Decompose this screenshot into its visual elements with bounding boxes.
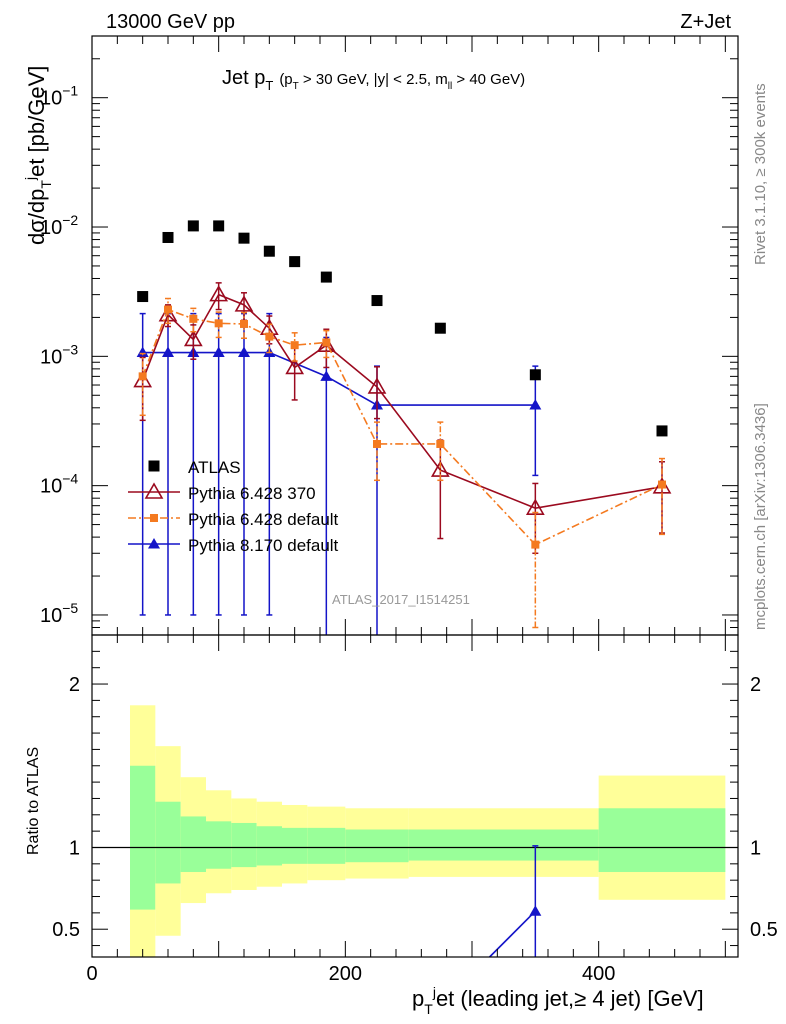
data-point [240, 319, 248, 328]
data-point [265, 332, 274, 341]
series-pythia-6-428-default [138, 297, 666, 629]
uncertainty-band-green [345, 829, 409, 863]
data-point [290, 341, 299, 350]
main-panel: 10−5 10−4 10−3 10−2 10−1 Jet pT (pT > 30 GeV,… [22, 35, 739, 636]
main-panel-series [133, 220, 672, 635]
uncertainty-band-green [231, 822, 257, 868]
main-y-axis-label: dσ/dpTjet [pb/GeV] [22, 66, 54, 245]
data-point [371, 295, 383, 307]
main-panel-ticks: 10−5 10−4 10−3 10−2 10−1 [40, 36, 738, 636]
data-point [436, 439, 445, 448]
y-tick-label: 10−5 [40, 600, 78, 627]
data-point [214, 319, 223, 328]
data-point [164, 305, 172, 314]
data-point [209, 285, 229, 302]
collision-energy-label: 13000 GeV pp [106, 11, 235, 33]
series-pythia-8-170-default [136, 312, 542, 635]
uncertainty-band-green [307, 827, 346, 864]
series-line [141, 293, 663, 509]
uncertainty-band-green [206, 821, 232, 869]
data-point [150, 514, 158, 522]
legend-label: Pythia 6.428 default [188, 510, 339, 529]
data-point [285, 357, 305, 375]
uncertainty-band-green [256, 826, 282, 866]
data-point [162, 346, 174, 358]
y-tick-label: 1 [750, 837, 761, 859]
series-line [142, 351, 536, 406]
uncertainty-band-green [130, 765, 156, 910]
y-tick-label: 10−3 [40, 341, 78, 368]
y-tick-label: 2 [750, 674, 761, 696]
legend-entry: Pythia 8.170 default [128, 536, 339, 555]
data-point [234, 295, 254, 312]
uncertainty-band-green [282, 827, 308, 864]
data-point [656, 425, 668, 437]
ratio-line [489, 910, 536, 958]
x-axis-label: pTjet (leading jet,≥ 4 jet) [GeV] [412, 984, 704, 1017]
uncertainty-band-green [155, 801, 181, 884]
uncertainty-band-green [180, 816, 206, 873]
data-point [148, 538, 160, 549]
uncertainty-band-green [408, 829, 472, 861]
process-label: Z+Jet [680, 11, 731, 33]
legend-label: ATLAS [188, 458, 241, 477]
x-tick-label: 0 [86, 963, 97, 985]
y-tick-label: 2 [69, 674, 80, 696]
data-point [189, 314, 198, 323]
legend-entry: Pythia 6.428 default [128, 510, 339, 529]
ratio-y-axis-label: Ratio to ATLAS [25, 747, 42, 855]
ratio-panel: 0 200 400 0.5 0.5 1 1 2 2 Ratio to ATLAS pTjet (… [25, 634, 778, 1017]
data-point [148, 460, 160, 472]
data-point [367, 377, 387, 394]
legend-label: Pythia 8.170 default [188, 536, 339, 555]
data-point [137, 291, 149, 303]
data-point [263, 245, 275, 257]
data-point [322, 338, 331, 347]
y-tick-label: 10−4 [40, 471, 78, 498]
y-tick-label: 0.5 [52, 919, 80, 941]
data-point [529, 399, 542, 410]
data-point [213, 220, 225, 232]
data-point [183, 329, 203, 347]
series-atlas [137, 220, 668, 437]
data-point [434, 322, 446, 334]
rivet-version-label: Rivet 3.1.10, ≥ 300k events [752, 83, 769, 265]
y-tick-label: 0.5 [750, 919, 778, 941]
data-point [373, 439, 381, 448]
y-tick-label: 1 [69, 837, 80, 859]
data-point [144, 482, 164, 499]
data-point [162, 231, 174, 243]
legend-label: Pythia 6.428 370 [188, 484, 316, 503]
data-point [138, 372, 147, 381]
analysis-id-watermark: ATLAS_2017_I1514251 [332, 592, 470, 607]
data-point [289, 256, 301, 268]
legend: ATLAS Pythia 6.428 370 Pythia 6.428 defaul… [128, 458, 339, 555]
ratio-bands [92, 705, 738, 957]
data-point [187, 220, 199, 232]
legend-entry: ATLAS [148, 458, 241, 477]
x-tick-label: 400 [582, 963, 615, 985]
y-tick-label: 10−1 [40, 83, 78, 110]
ratio-point [529, 905, 542, 916]
series-line [141, 308, 663, 546]
data-point [320, 370, 333, 381]
data-point [320, 271, 332, 283]
data-point [238, 232, 250, 244]
legend-entry: Pythia 6.428 370 [128, 482, 316, 503]
data-point [136, 346, 149, 358]
mcplots-reference-label: mcplots.cern.ch [arXiv:1306.3436] [752, 403, 769, 630]
data-point [529, 369, 541, 381]
data-point [658, 480, 666, 489]
plot-title: Jet pT (pT > 30 GeV, |y| < 2.5, mll > 40 … [222, 67, 525, 93]
data-point [238, 346, 250, 358]
ratio-panel-frame [91, 634, 739, 958]
data-point [531, 540, 540, 549]
ratio-panel-ticks: 0 200 400 0.5 0.5 1 1 2 2 [52, 635, 778, 985]
y-tick-label: 10−2 [40, 212, 78, 239]
uncertainty-band-green [598, 808, 726, 873]
data-point [212, 346, 225, 358]
x-tick-label: 200 [329, 963, 362, 985]
